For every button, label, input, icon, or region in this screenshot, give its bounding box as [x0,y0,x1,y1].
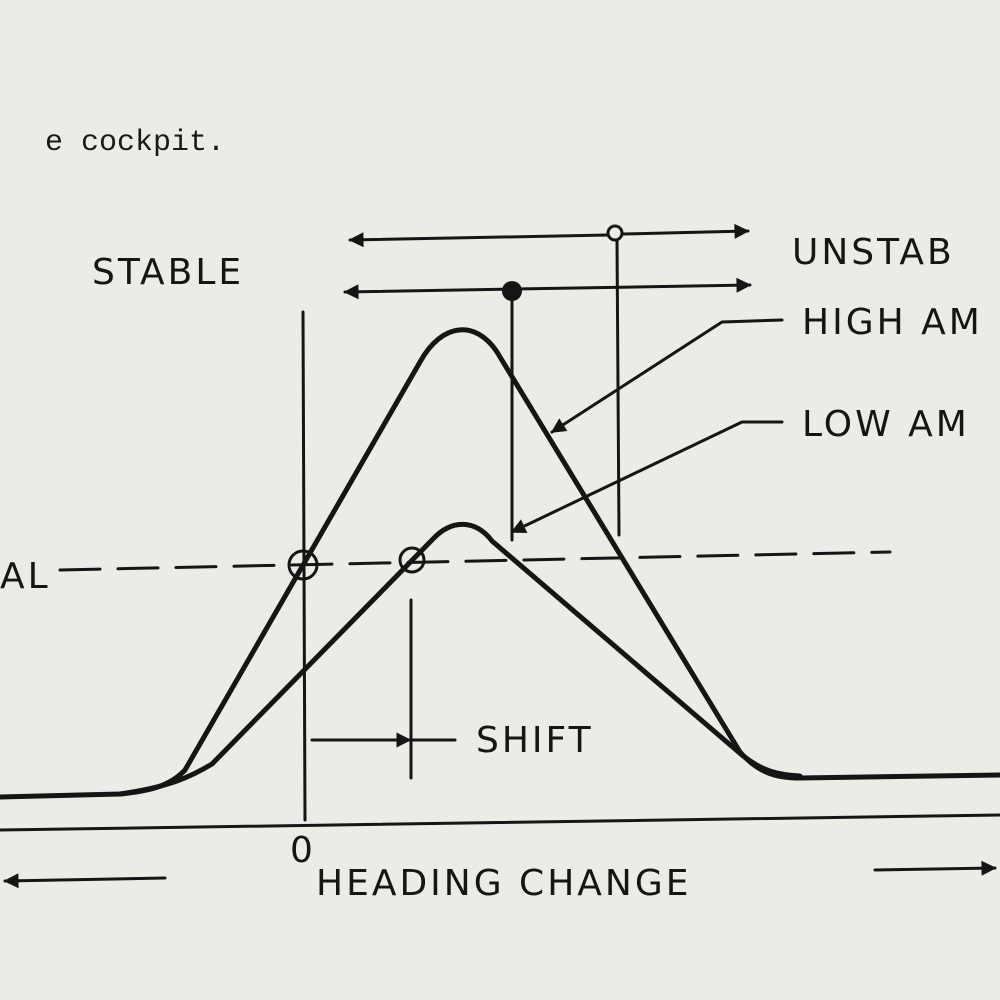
arrow [873,860,997,876]
arrow [348,232,610,248]
label: STABLE [92,252,244,293]
filled-marker [502,281,522,301]
axis-line [0,813,1000,832]
label: 0 [290,830,316,871]
label: AL [0,556,51,597]
arrow [621,223,750,239]
zero-line [301,310,307,822]
arrow [343,277,752,300]
axis-label: HEADING CHANGE [316,863,691,904]
label: UNSTAB [792,232,955,273]
open-marker [606,224,624,242]
leader-arrow [510,420,784,534]
body-text: e cockpit. [45,126,225,160]
low-amplitude-curve [117,521,803,797]
diagram: STABLE UNSTAB HIGH AM LOW AM AL SHIFT 0 … [0,223,1000,904]
arrow [3,873,167,889]
neutral-line [58,550,892,572]
crossing-marker [287,549,319,581]
label: SHIFT [476,720,594,761]
label: LOW AM [802,404,970,445]
crossing-marker [398,546,426,574]
leader-arrow [550,318,784,434]
label: HIGH AM [802,302,983,343]
